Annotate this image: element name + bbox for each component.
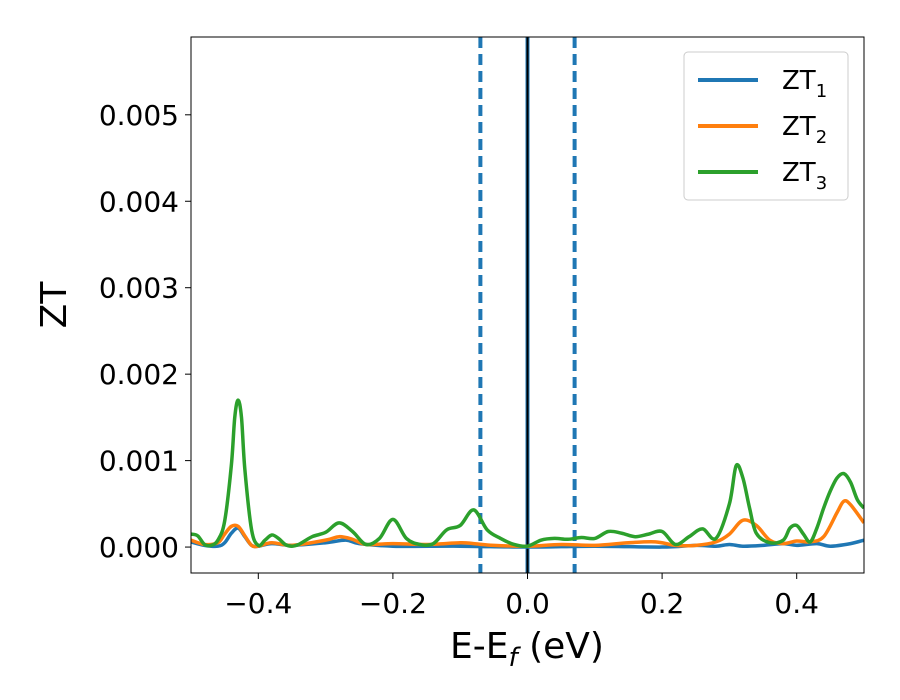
x-tick-label: 0.0 <box>505 587 550 620</box>
legend-label-zt3: ZT3 <box>782 158 827 194</box>
legend-label-zt2: ZT2 <box>782 112 827 148</box>
series-line-zt2 <box>191 498 864 549</box>
reference-lines <box>478 37 577 573</box>
y-tick-label: 0.004 <box>99 185 179 218</box>
legend-box <box>683 51 849 201</box>
x-tick-label: 0.2 <box>640 587 685 620</box>
legend-label-zt1: ZT1 <box>782 66 827 102</box>
y-axis-ticks: 0.000 0.001 0.002 0.003 0.004 0.005 <box>99 99 191 564</box>
y-axis-label: ZT <box>34 281 75 329</box>
legend: ZT1 ZT2 ZT3 <box>683 51 849 201</box>
x-tick-label: 0.4 <box>774 587 819 620</box>
x-tick-label: −0.2 <box>359 587 427 620</box>
x-tick-label: −0.4 <box>224 587 292 620</box>
y-tick-label: 0.005 <box>99 99 179 132</box>
x-axis-ticks: −0.4 −0.2 0.0 0.2 0.4 <box>224 573 819 620</box>
y-tick-label: 0.003 <box>99 272 179 305</box>
y-tick-label: 0.001 <box>99 445 179 478</box>
y-tick-label: 0.002 <box>99 358 179 391</box>
x-axis-label: E-Ef (eV) <box>450 626 604 673</box>
series-layer <box>191 398 864 549</box>
series-line-zt3 <box>191 398 864 549</box>
y-tick-label: 0.000 <box>99 531 179 564</box>
